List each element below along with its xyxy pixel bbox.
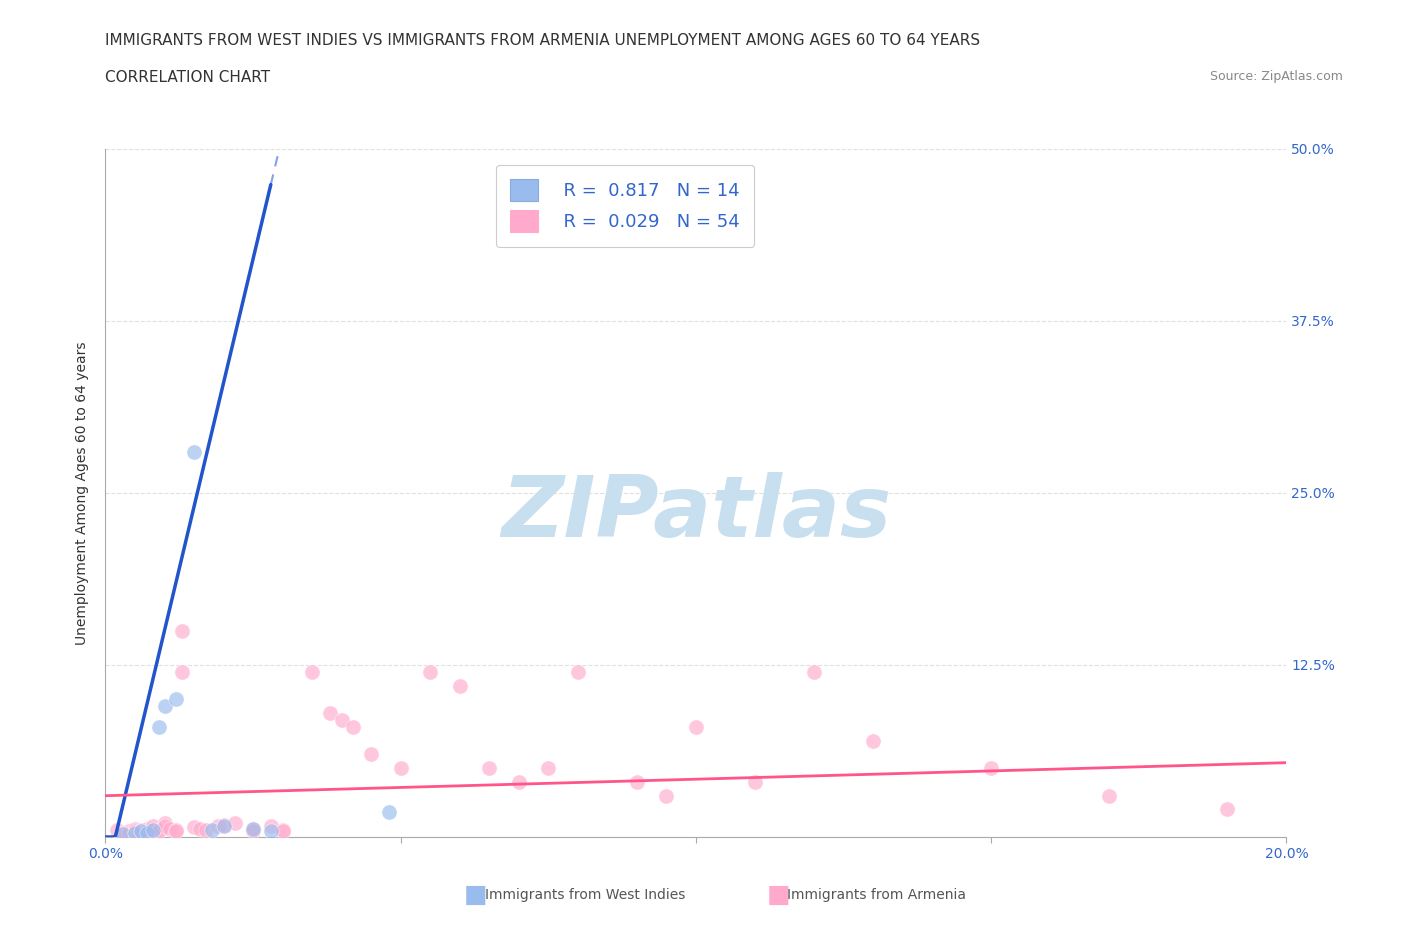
Point	[124, 824, 146, 839]
Point	[301, 664, 323, 679]
Text: Immigrants from West Indies: Immigrants from West Indies	[485, 887, 686, 902]
Point	[537, 761, 560, 776]
Point	[260, 824, 283, 839]
Point	[242, 821, 264, 836]
Legend:   R =  0.817   N = 14,   R =  0.029   N = 54: R = 0.817 N = 14, R = 0.029 N = 54	[496, 165, 754, 246]
Text: IMMIGRANTS FROM WEST INDIES VS IMMIGRANTS FROM ARMENIA UNEMPLOYMENT AMONG AGES 6: IMMIGRANTS FROM WEST INDIES VS IMMIGRANT…	[105, 33, 980, 47]
Point	[129, 824, 152, 839]
Point	[360, 747, 382, 762]
Point	[142, 823, 165, 838]
Point	[148, 823, 170, 838]
Point	[378, 804, 401, 819]
Point	[142, 823, 165, 838]
Point	[172, 623, 194, 638]
Point	[159, 821, 181, 836]
Point	[129, 823, 152, 838]
Point	[449, 678, 471, 693]
Point	[685, 720, 707, 735]
Point	[194, 823, 217, 838]
Point	[1216, 802, 1239, 817]
Point	[153, 698, 176, 713]
Point	[803, 664, 825, 679]
Point	[135, 826, 157, 841]
Point	[478, 761, 501, 776]
Point	[153, 818, 176, 833]
Point	[419, 664, 441, 679]
Text: CORRELATION CHART: CORRELATION CHART	[105, 70, 270, 85]
Point	[567, 664, 589, 679]
Text: ZIPatlas: ZIPatlas	[501, 472, 891, 555]
Point	[118, 826, 141, 841]
Point	[242, 824, 264, 839]
Point	[135, 821, 157, 836]
Point	[980, 761, 1002, 776]
Point	[148, 720, 170, 735]
Point	[862, 733, 884, 748]
Point	[183, 820, 205, 835]
Point	[242, 821, 264, 836]
Point	[212, 817, 235, 832]
Point	[118, 824, 141, 839]
Point	[153, 816, 176, 830]
Point	[112, 827, 135, 842]
Point	[319, 706, 342, 721]
Point	[1098, 789, 1121, 804]
Point	[142, 818, 165, 833]
Point	[744, 775, 766, 790]
Point	[112, 826, 135, 841]
Point	[124, 821, 146, 836]
Point	[389, 761, 412, 776]
Point	[626, 775, 648, 790]
Point	[183, 445, 205, 459]
Text: ■: ■	[464, 883, 488, 907]
Point	[135, 824, 157, 839]
Point	[124, 826, 146, 841]
Point	[207, 818, 229, 833]
Point	[148, 824, 170, 839]
Point	[124, 826, 146, 841]
Text: Source: ZipAtlas.com: Source: ZipAtlas.com	[1209, 70, 1343, 83]
Point	[330, 712, 353, 727]
Point	[260, 818, 283, 833]
Text: ■: ■	[766, 883, 790, 907]
Point	[271, 823, 294, 838]
Point	[224, 816, 246, 830]
Point	[129, 824, 152, 839]
Point	[105, 823, 128, 838]
Point	[655, 789, 678, 804]
Point	[165, 824, 187, 839]
Point	[188, 821, 211, 836]
Y-axis label: Unemployment Among Ages 60 to 64 years: Unemployment Among Ages 60 to 64 years	[76, 341, 90, 644]
Point	[165, 692, 187, 707]
Text: Immigrants from Armenia: Immigrants from Armenia	[787, 887, 966, 902]
Point	[508, 775, 530, 790]
Point	[212, 818, 235, 833]
Point	[201, 823, 224, 838]
Point	[342, 720, 364, 735]
Point	[271, 824, 294, 839]
Point	[165, 823, 187, 838]
Point	[172, 664, 194, 679]
